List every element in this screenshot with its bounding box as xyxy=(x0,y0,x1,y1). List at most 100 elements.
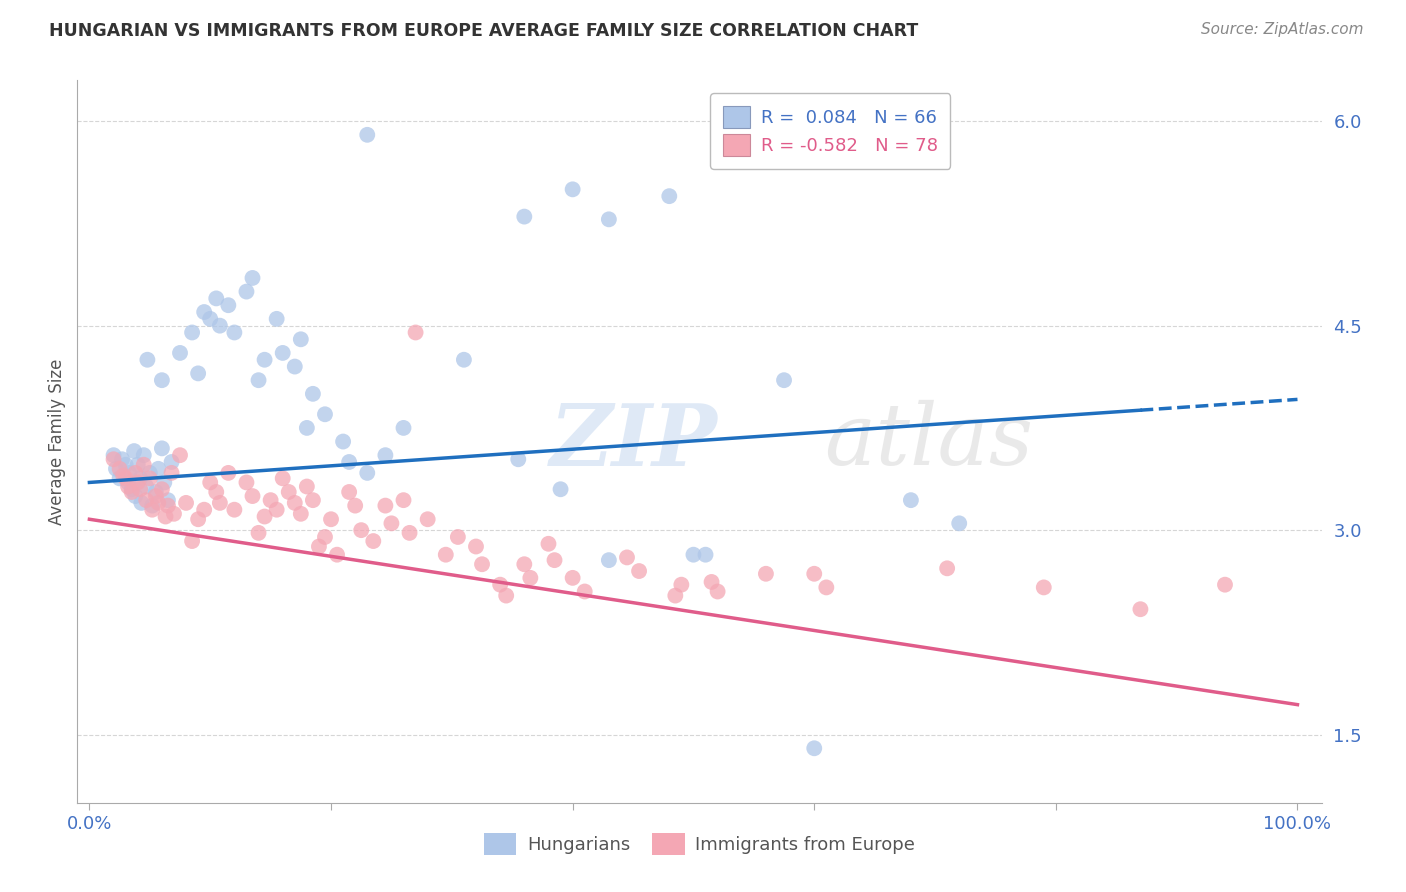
Point xyxy=(392,421,415,435)
Point xyxy=(374,448,396,462)
Point xyxy=(169,346,191,360)
Point xyxy=(163,507,186,521)
Point xyxy=(900,493,922,508)
Point xyxy=(519,571,541,585)
Point xyxy=(247,525,270,540)
Point xyxy=(247,373,270,387)
Point xyxy=(141,502,163,516)
Point xyxy=(139,466,162,480)
Point xyxy=(193,305,215,319)
Point xyxy=(266,502,288,516)
Point xyxy=(124,489,146,503)
Point xyxy=(127,458,149,472)
Point xyxy=(434,548,457,562)
Point xyxy=(104,462,127,476)
Point xyxy=(363,534,385,549)
Point xyxy=(936,561,959,575)
Point xyxy=(513,210,536,224)
Point xyxy=(135,479,157,493)
Point xyxy=(266,311,288,326)
Point xyxy=(290,507,312,521)
Point xyxy=(700,574,723,589)
Point xyxy=(156,493,179,508)
Point xyxy=(695,548,717,562)
Point xyxy=(217,466,239,480)
Point xyxy=(121,482,143,496)
Point xyxy=(253,509,276,524)
Point xyxy=(803,566,825,581)
Point xyxy=(253,352,276,367)
Point xyxy=(242,489,264,503)
Point xyxy=(156,499,179,513)
Point xyxy=(598,212,620,227)
Point xyxy=(755,566,778,581)
Point xyxy=(127,475,149,490)
Point xyxy=(671,577,693,591)
Point xyxy=(108,462,131,476)
Point xyxy=(200,311,222,326)
Point xyxy=(271,346,294,360)
Point xyxy=(773,373,796,387)
Point xyxy=(117,475,139,490)
Point xyxy=(174,496,197,510)
Point xyxy=(284,496,307,510)
Point xyxy=(205,485,228,500)
Point xyxy=(217,298,239,312)
Point xyxy=(344,499,367,513)
Point xyxy=(350,523,373,537)
Point xyxy=(543,553,565,567)
Point xyxy=(1129,602,1152,616)
Point xyxy=(208,496,231,510)
Point xyxy=(495,589,517,603)
Point xyxy=(160,466,183,480)
Point xyxy=(302,493,325,508)
Point xyxy=(124,466,146,480)
Point xyxy=(337,455,360,469)
Point xyxy=(398,525,420,540)
Point xyxy=(465,540,488,554)
Point xyxy=(337,485,360,500)
Point xyxy=(332,434,354,449)
Point xyxy=(181,534,204,549)
Point xyxy=(208,318,231,333)
Text: atlas: atlas xyxy=(824,401,1033,483)
Point xyxy=(141,499,163,513)
Point xyxy=(145,485,167,500)
Point xyxy=(295,479,318,493)
Point xyxy=(136,352,159,367)
Point xyxy=(453,352,475,367)
Point xyxy=(132,448,155,462)
Point xyxy=(284,359,307,374)
Point xyxy=(205,292,228,306)
Point xyxy=(356,128,378,142)
Point xyxy=(114,458,136,472)
Point xyxy=(132,458,155,472)
Point xyxy=(416,512,439,526)
Point xyxy=(561,182,583,196)
Point xyxy=(574,584,596,599)
Point xyxy=(200,475,222,490)
Point xyxy=(489,577,512,591)
Point xyxy=(537,537,560,551)
Point xyxy=(513,558,536,572)
Point xyxy=(235,285,257,299)
Point xyxy=(224,326,246,340)
Point xyxy=(121,485,143,500)
Point xyxy=(242,271,264,285)
Text: HUNGARIAN VS IMMIGRANTS FROM EUROPE AVERAGE FAMILY SIZE CORRELATION CHART: HUNGARIAN VS IMMIGRANTS FROM EUROPE AVER… xyxy=(49,22,918,40)
Point xyxy=(169,448,191,462)
Point xyxy=(153,475,176,490)
Point xyxy=(664,589,686,603)
Point xyxy=(112,468,135,483)
Point xyxy=(405,326,427,340)
Point xyxy=(706,584,728,599)
Point xyxy=(160,455,183,469)
Point xyxy=(129,482,152,496)
Point xyxy=(616,550,638,565)
Point xyxy=(103,448,125,462)
Point xyxy=(277,485,299,500)
Point xyxy=(129,471,152,485)
Point xyxy=(148,496,170,510)
Point xyxy=(561,571,583,585)
Point xyxy=(187,512,209,526)
